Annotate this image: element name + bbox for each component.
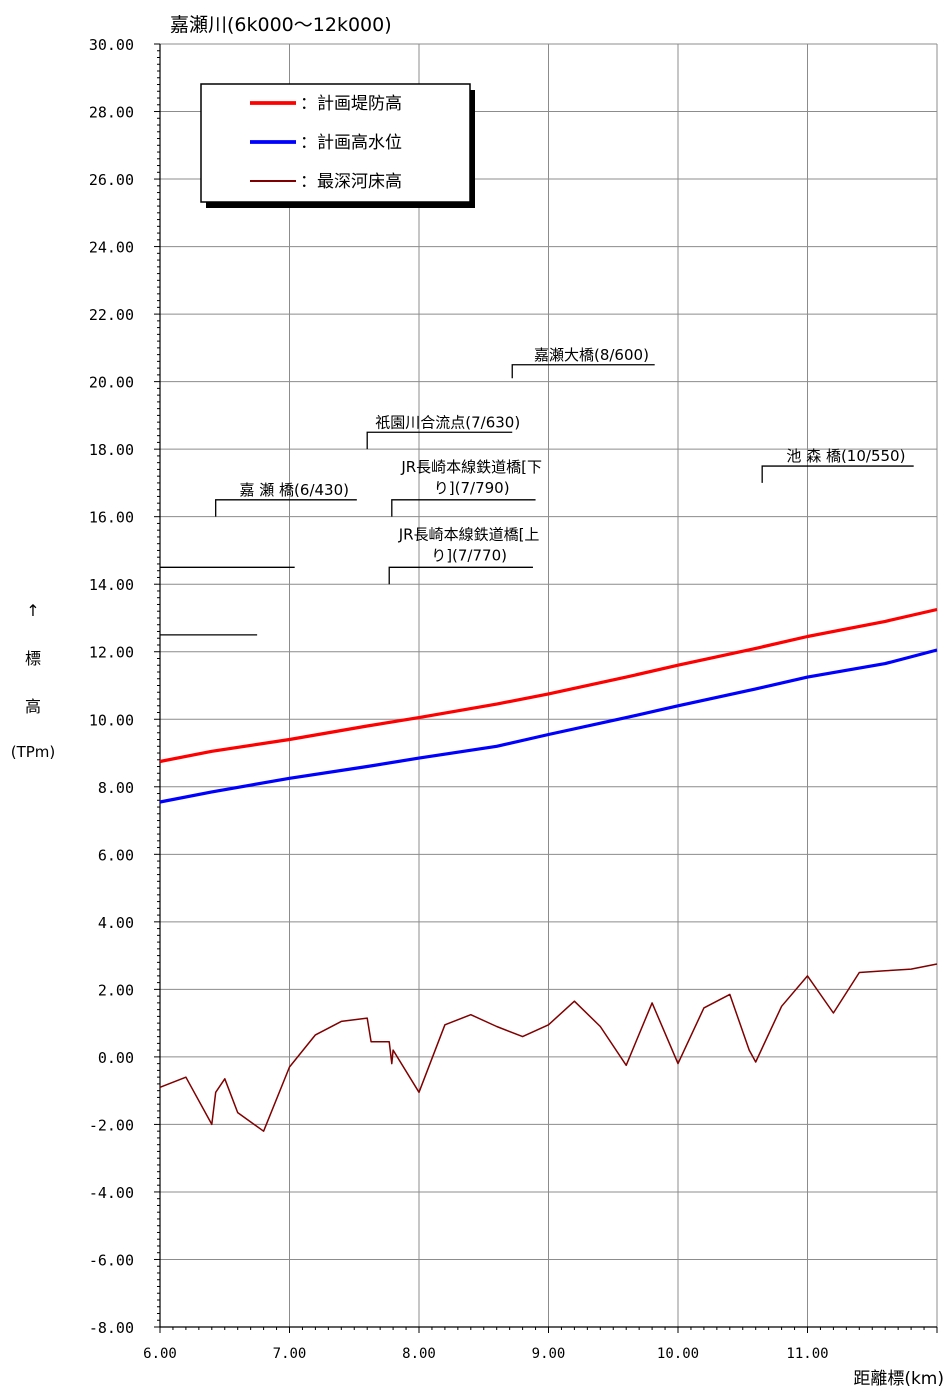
annotation: 祇園川合流点(7/630)	[366, 413, 520, 450]
series-line-2	[159, 648, 938, 804]
x-tick-label: 9.00	[532, 1346, 566, 1362]
axes	[154, 43, 938, 1333]
series-line-3	[159, 963, 938, 1132]
reference-lines	[160, 566, 295, 636]
y-tick-label: 8.00	[98, 779, 134, 797]
y-tick-label: 10.00	[89, 711, 134, 729]
y-tick-label: 12.00	[89, 644, 134, 662]
legend-label-2: ：計画高水位	[300, 133, 402, 153]
annotation-leader	[215, 499, 357, 517]
annotation: 池 森 橋(10/550)	[761, 447, 914, 483]
x-tick-label: 6.00	[143, 1346, 177, 1362]
tick-labels: -8.00 -6.00 -4.00 -2.00 0.00 2.00 4.00 6.00 8.00…	[89, 36, 829, 1362]
y-axis-label: ↑ 標 高 (TPm)	[11, 601, 56, 761]
series-line-1	[159, 607, 938, 764]
y-tick-label: 24.00	[89, 239, 134, 257]
annotation-leader	[391, 499, 536, 517]
annotation-label: 祇園川合流点(7/630)	[375, 413, 520, 431]
y-tick-label: 26.00	[89, 171, 134, 189]
series-lines	[159, 607, 938, 1132]
y-tick-label: -4.00	[89, 1184, 134, 1202]
y-tick-label: 28.00	[89, 104, 134, 122]
legend: ：計画堤防高 ：計画高水位 ：最深河床高	[200, 83, 475, 208]
y-tick-label: 2.00	[98, 981, 134, 999]
legend-label-1: ：計画堤防高	[300, 94, 402, 114]
annotation: 嘉 瀬 橋(6/430)	[215, 481, 357, 517]
annotation-label: り](7/790)	[434, 479, 510, 497]
annotation: 嘉瀬大橋(8/600)	[511, 346, 655, 379]
y-tick-label: 16.00	[89, 509, 134, 527]
y-tick-label: 4.00	[98, 914, 134, 932]
y-tick-label: 30.00	[89, 36, 134, 54]
y-tick-label: -6.00	[89, 1251, 134, 1269]
annotation-leader	[761, 465, 914, 483]
annotation-label: 嘉瀬大橋(8/600)	[534, 346, 649, 364]
chart-title: 嘉瀬川(6k000～12k000)	[170, 14, 392, 36]
annotation: JR長崎本線鉄道橋[上り](7/770)	[388, 525, 540, 585]
annotation: JR長崎本線鉄道橋[下り](7/790)	[391, 458, 542, 517]
y-tick-label: 22.00	[89, 306, 134, 324]
y-axis-label-line1: 標	[25, 649, 41, 668]
y-axis-label-arrow: ↑	[26, 601, 39, 620]
y-tick-label: 6.00	[98, 846, 134, 864]
y-axis-label-unit: (TPm)	[11, 743, 56, 761]
legend-box	[200, 83, 471, 203]
annotation-leader	[511, 364, 655, 379]
y-axis-label-line2: 高	[25, 697, 41, 716]
annotation-leader	[388, 566, 533, 585]
y-tick-label: 14.00	[89, 576, 134, 594]
y-tick-label: -8.00	[89, 1319, 134, 1337]
x-tick-label: 7.00	[273, 1346, 307, 1362]
y-tick-label: 20.00	[89, 374, 134, 392]
x-tick-label: 8.00	[402, 1346, 436, 1362]
annotation-label: り](7/770)	[431, 546, 507, 564]
x-tick-label: 11.00	[786, 1346, 828, 1362]
annotation-label: JR長崎本線鉄道橋[上	[398, 525, 540, 543]
x-tick-label: 10.00	[657, 1346, 699, 1362]
y-tick-label: 0.00	[98, 1049, 134, 1067]
y-tick-label: -2.00	[89, 1116, 134, 1134]
annotation-label: 池 森 橋(10/550)	[786, 447, 905, 465]
annotations: 嘉瀬大橋(8/600) 祇園川合流点(7/630) 池 森 橋(10/550) 嘉 瀬…	[215, 346, 914, 585]
y-tick-label: 18.00	[89, 441, 134, 459]
annotation-label: 嘉 瀬 橋(6/430)	[240, 481, 349, 499]
annotation-label: JR長崎本線鉄道橋[下	[400, 458, 542, 476]
x-axis-label: 距離標(km)	[853, 1369, 944, 1389]
grid	[159, 43, 938, 1328]
legend-label-3: ：最深河床高	[300, 172, 402, 192]
annotation-leader	[366, 431, 513, 450]
